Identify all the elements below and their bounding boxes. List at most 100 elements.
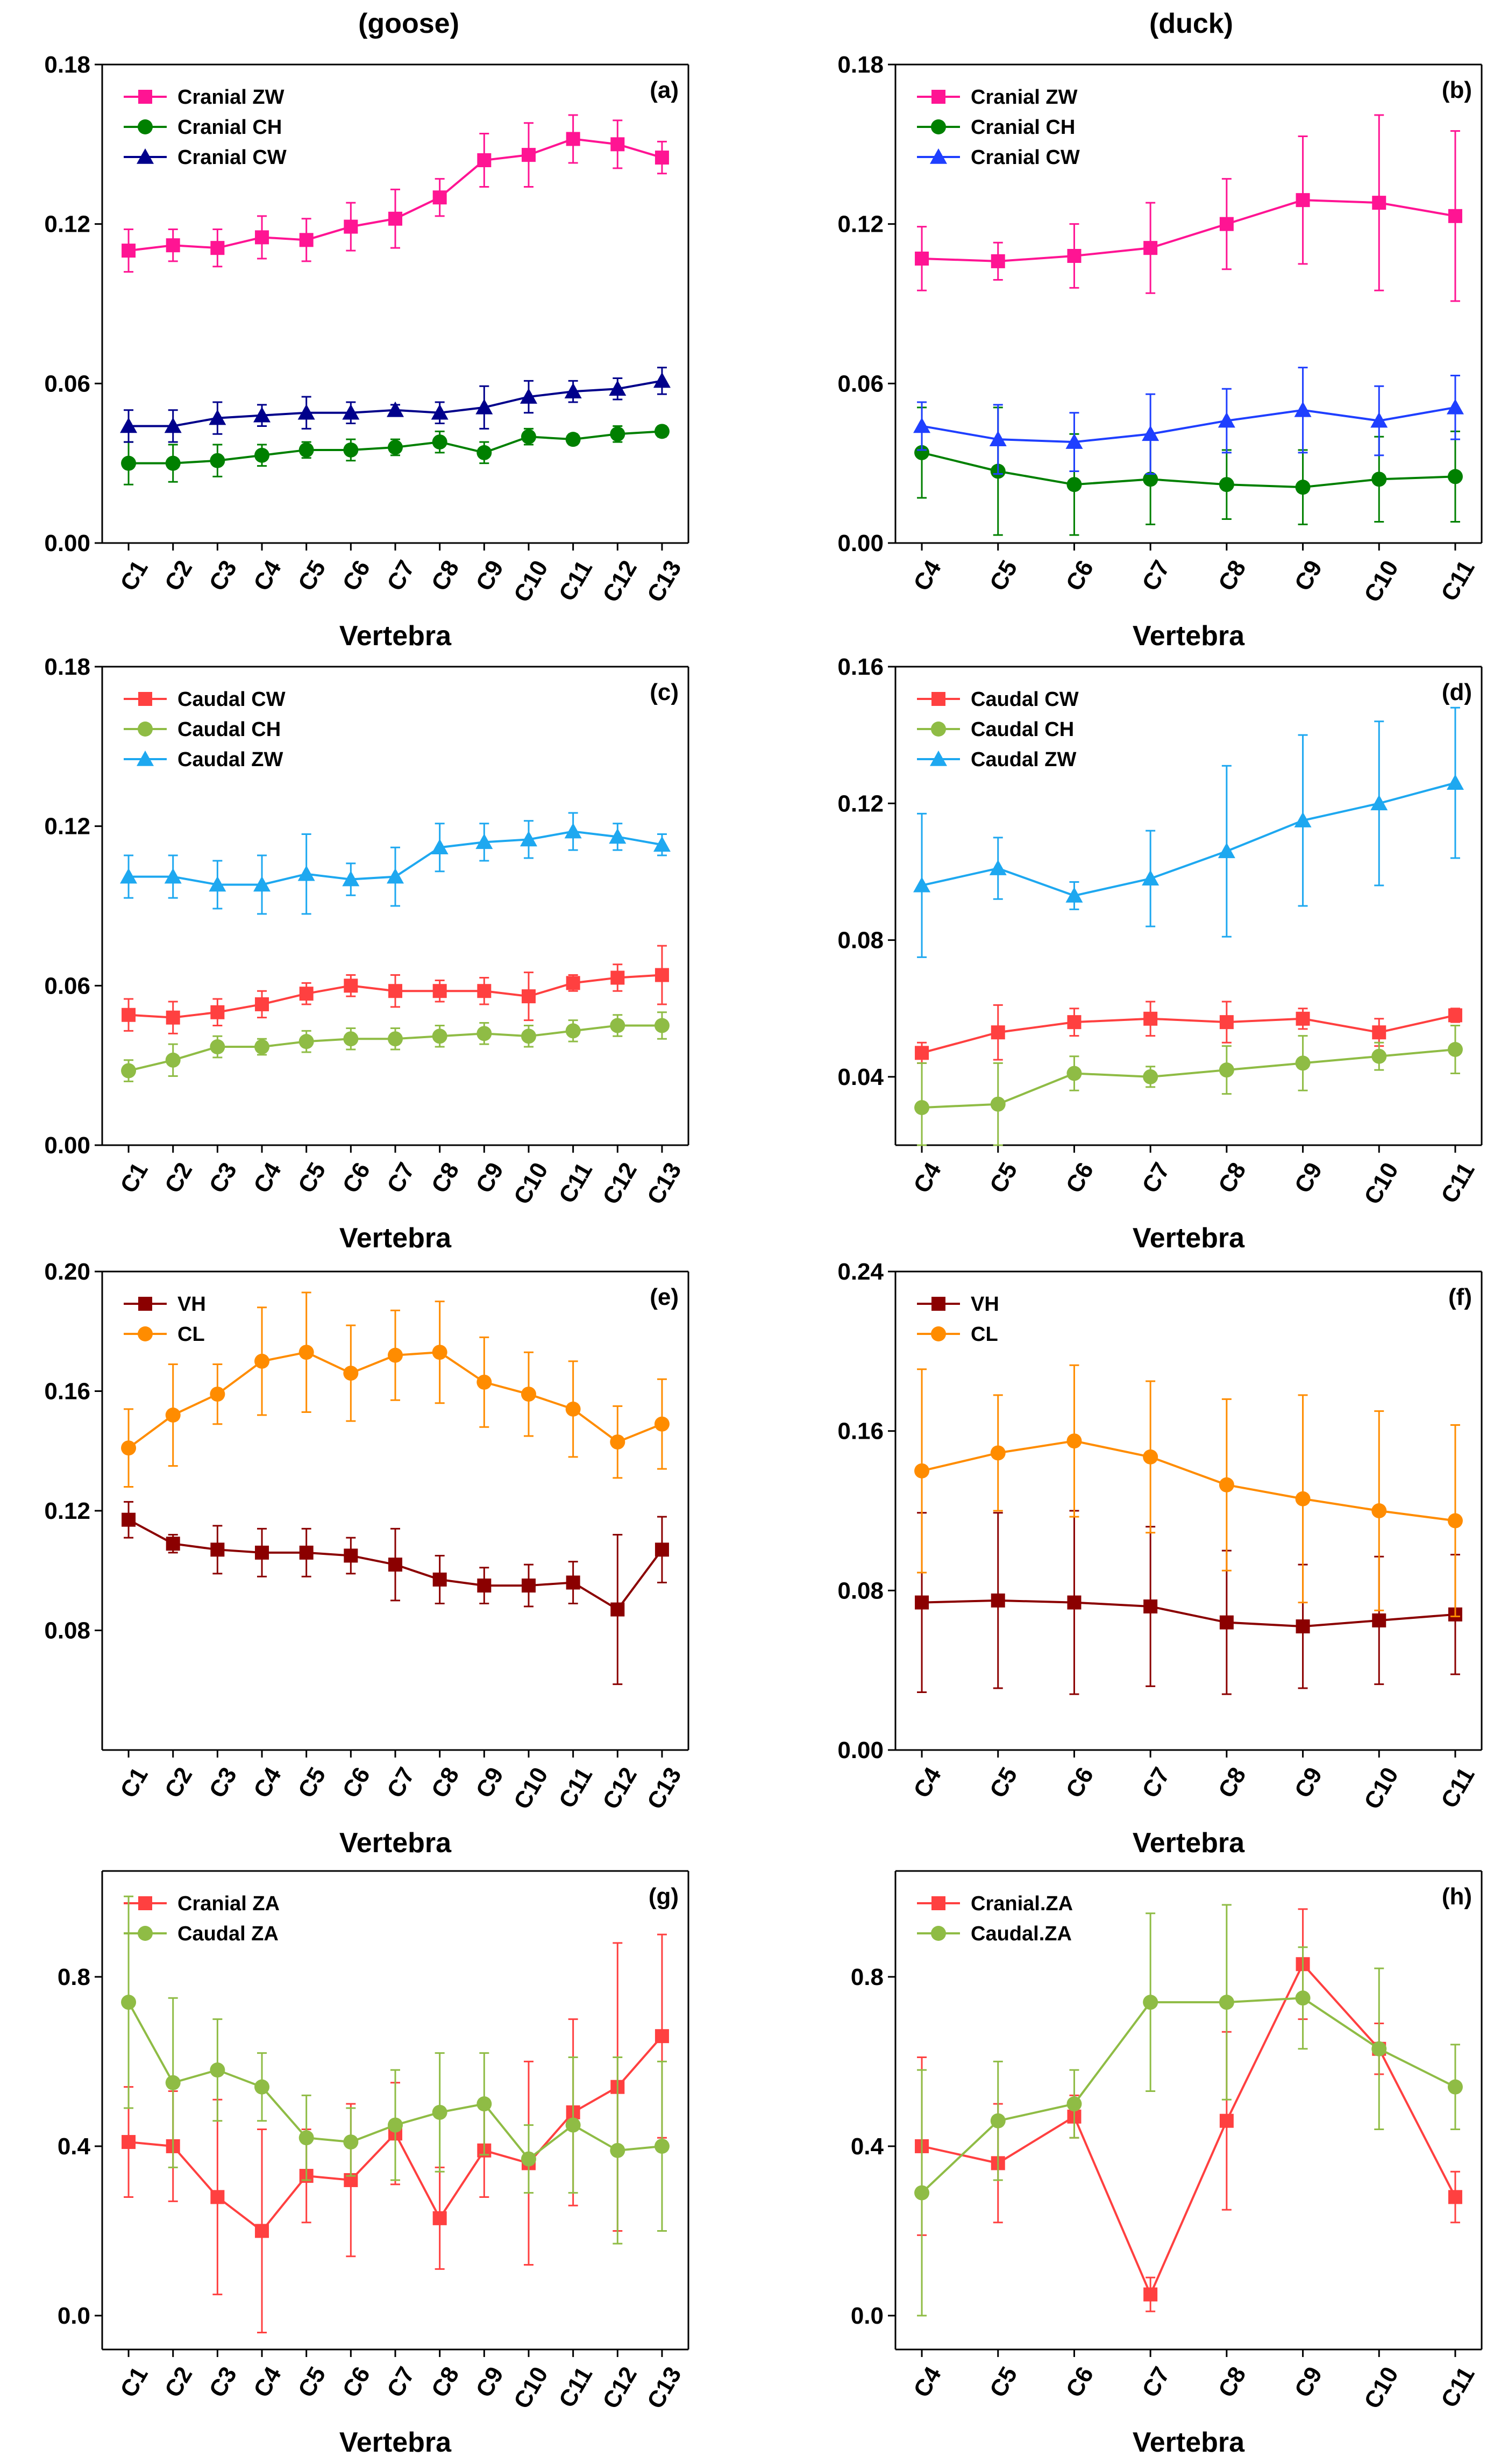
x-tick-label: C10	[1359, 556, 1404, 606]
data-point	[1143, 472, 1158, 487]
data-point	[1218, 842, 1235, 859]
data-point	[254, 1353, 270, 1369]
data-point	[1371, 1503, 1387, 1518]
data-point	[1219, 1477, 1234, 1492]
x-tick-label: C1	[115, 1158, 153, 1197]
legend-label: Caudal CW	[177, 688, 286, 711]
data-point	[344, 219, 358, 234]
data-point	[210, 453, 225, 468]
data-point	[655, 968, 669, 982]
y-tick-label: 0.8	[851, 1964, 884, 1990]
chart-panel-a: 0.00 0.06 0.12 0.18 C1 C2 C3 C4 C5 C6 C7 C8 C9 C10 C11…	[44, 52, 689, 652]
data-point	[1295, 1990, 1311, 2006]
x-axis-title: Vertebra	[1133, 2427, 1245, 2458]
y-tick-label: 0.18	[44, 52, 90, 78]
data-point	[432, 984, 447, 998]
x-tick-label: C8	[426, 1158, 465, 1197]
data-point	[1066, 1433, 1082, 1449]
x-tick-label: C4	[248, 2362, 287, 2402]
data-point	[1066, 477, 1082, 492]
chart-panel-g: 0.0 0.4 0.8 C1 C2 C3 C4 C5 C6 C7 C8 C9 C10 C11 C12 C13 V…	[58, 1870, 689, 2458]
x-tick-label: C5	[293, 2362, 331, 2402]
data-point	[210, 2062, 225, 2078]
y-tick-label: 0.12	[837, 790, 884, 817]
y-tick-label: 0.4	[851, 2133, 884, 2160]
y-tick-label: 0.16	[837, 1418, 884, 1445]
x-tick-label: C4	[248, 1158, 287, 1198]
legend-label: CL	[971, 1323, 998, 1346]
data-point	[210, 1005, 225, 1019]
series-vh	[915, 1510, 1462, 1695]
data-point	[610, 970, 625, 985]
chart-panel-f: 0.00 0.08 0.16 0.24 C4 C5 C6 C7 C8 C9 C10 C11 Verteb…	[837, 1259, 1483, 1859]
panel-label: (d)	[1442, 679, 1472, 705]
data-point	[655, 2029, 669, 2044]
x-tick-label: C4	[248, 1763, 287, 1803]
legend-marker	[931, 692, 945, 706]
data-point	[654, 1416, 670, 1432]
data-point	[1447, 1513, 1463, 1529]
data-point	[299, 1545, 314, 1560]
legend-label: Cranial CW	[971, 146, 1080, 169]
y-tick-label: 0.00	[837, 530, 884, 556]
x-axis-title: Vertebra	[339, 620, 452, 652]
data-point	[1296, 1011, 1310, 1026]
data-point	[914, 1100, 930, 1116]
data-point	[253, 876, 271, 892]
series-cranial-cw	[120, 367, 671, 443]
data-point	[432, 1029, 447, 1044]
x-tick-label: C3	[204, 1158, 242, 1197]
data-point	[432, 2104, 447, 2120]
panel-label: (e)	[650, 1284, 679, 1310]
x-tick-label: C11	[554, 1763, 598, 1812]
x-tick-label: C7	[1137, 556, 1175, 595]
data-point	[566, 132, 580, 146]
x-tick-label: C8	[1213, 2362, 1251, 2402]
y-tick-label: 0.8	[58, 1964, 90, 1990]
series-cranial-zw	[122, 114, 669, 273]
data-point	[1448, 1008, 1462, 1023]
x-tick-label: C8	[1213, 556, 1251, 595]
data-point	[255, 230, 269, 245]
data-point	[1370, 795, 1388, 811]
data-point	[209, 876, 226, 892]
data-point	[299, 987, 314, 1001]
data-point	[521, 989, 536, 1004]
data-point	[122, 2135, 136, 2149]
legend-label: Cranial CH	[177, 116, 282, 139]
x-tick-label: C6	[1061, 1158, 1099, 1197]
data-point	[210, 1387, 225, 1402]
data-point	[564, 823, 582, 839]
x-tick-label: C7	[382, 1763, 420, 1802]
legend-marker	[931, 1297, 945, 1311]
x-tick-label: C6	[1061, 556, 1099, 595]
legend-label: Caudal ZW	[177, 748, 283, 771]
x-tick-label: C11	[1436, 556, 1480, 605]
data-point	[210, 241, 225, 255]
data-point	[477, 153, 492, 167]
x-tick-label: C11	[554, 556, 598, 605]
x-tick-label: C9	[1290, 556, 1328, 595]
x-tick-label: C9	[471, 1158, 509, 1197]
data-point	[990, 1445, 1006, 1461]
data-point	[1142, 870, 1160, 885]
y-tick-label: 0.12	[837, 211, 884, 238]
x-tick-label: C1	[115, 2362, 153, 2402]
data-point	[991, 1593, 1005, 1608]
legend-label: Caudal ZW	[971, 748, 1076, 771]
data-point	[121, 455, 137, 471]
data-point	[166, 1010, 180, 1025]
data-point	[121, 1063, 137, 1079]
x-tick-label: C13	[642, 2362, 687, 2413]
data-point	[253, 406, 271, 423]
data-point	[164, 417, 182, 433]
chart-panel-h: 0.0 0.4 0.8 C4 C5 C6 C7 C8 C9 C10 C11 Vertebra (h) Cr…	[851, 1870, 1483, 2458]
data-point	[1370, 412, 1388, 428]
legend-marker	[138, 1297, 152, 1311]
data-point	[210, 1542, 225, 1557]
x-tick-label: C9	[1290, 2362, 1328, 2402]
data-point	[521, 1387, 536, 1402]
data-point	[1371, 1048, 1387, 1064]
chart-panel-d: 0.04 0.08 0.12 0.16 C4 C5 C6 C7 C8 C9 C10 C11 Verteb…	[837, 654, 1483, 1254]
series-line	[921, 1440, 1456, 1522]
